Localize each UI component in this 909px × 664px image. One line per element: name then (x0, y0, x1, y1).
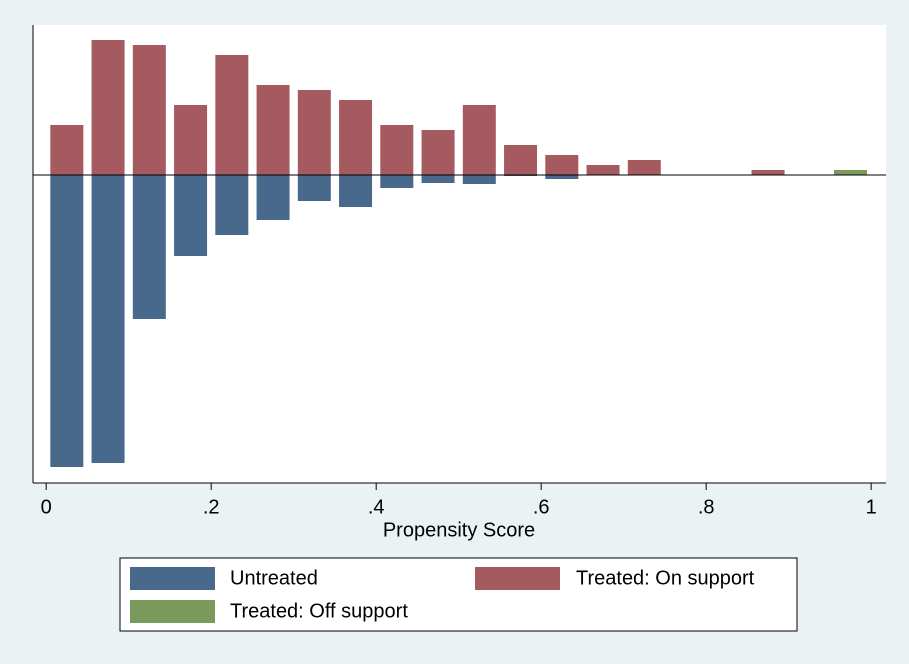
x-tick-label: 1 (866, 496, 877, 518)
x-tick-label: .4 (368, 496, 385, 518)
bar (462, 175, 496, 184)
bar (751, 170, 785, 175)
bar (462, 105, 496, 175)
legend (119, 557, 798, 632)
x-axis-title: Propensity Score (383, 519, 535, 541)
bar (586, 165, 620, 175)
bar (256, 175, 290, 220)
bar (91, 175, 125, 463)
legend-swatch (475, 567, 560, 590)
legend-label: Treated: Off support (230, 600, 408, 622)
bar (380, 125, 414, 175)
x-tick-label: .6 (533, 496, 550, 518)
bar (50, 125, 84, 175)
bar (339, 100, 373, 175)
bar (339, 175, 373, 207)
bar (297, 90, 331, 175)
bar (132, 45, 166, 175)
bar (174, 175, 208, 256)
bar (215, 55, 249, 175)
legend-label: Untreated (230, 567, 318, 589)
x-tick-label: 0 (41, 496, 52, 518)
legend-swatch (130, 600, 215, 623)
bar (174, 105, 208, 175)
bar (627, 160, 661, 175)
legend-swatch (130, 567, 215, 590)
bar (132, 175, 166, 319)
bar (297, 175, 331, 201)
bar (834, 170, 868, 175)
bar (91, 40, 125, 175)
bar (545, 175, 579, 179)
bar (215, 175, 249, 235)
bar (256, 85, 290, 175)
bar (504, 145, 538, 175)
bar (50, 175, 84, 467)
x-tick-label: .8 (698, 496, 715, 518)
bar (545, 155, 579, 175)
bar (380, 175, 414, 188)
legend-label: Treated: On support (576, 567, 755, 589)
bar (421, 130, 455, 175)
x-tick-label: .2 (203, 496, 220, 518)
bar (421, 175, 455, 183)
